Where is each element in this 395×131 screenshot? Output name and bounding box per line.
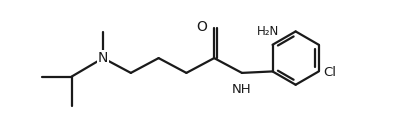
Text: O: O [197,20,207,34]
Text: NH: NH [232,83,252,96]
Text: H₂N: H₂N [257,25,279,38]
Text: Cl: Cl [323,66,336,79]
Text: N: N [98,51,108,65]
